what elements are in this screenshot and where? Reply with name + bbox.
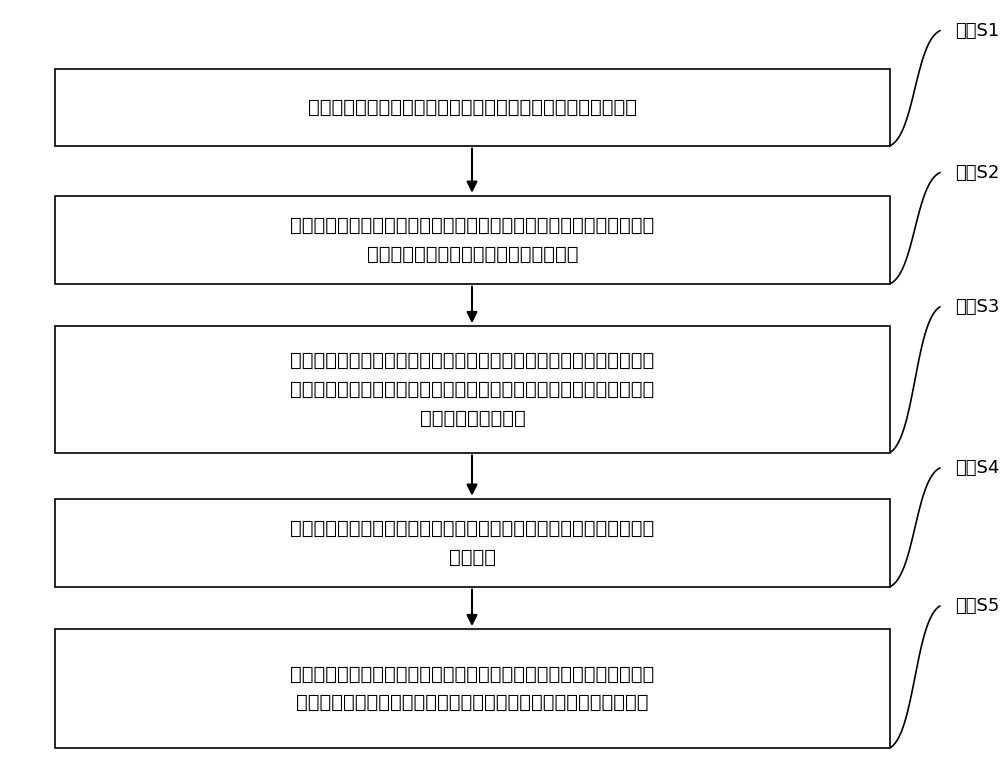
- Text: 利用划分每一种流动单元类型的统一标准，对整个缝洞型油藏区域划分
流动单元: 利用划分每一种流动单元类型的统一标准，对整个缝洞型油藏区域划分 流动单元: [290, 518, 655, 567]
- Bar: [55, 629, 890, 748]
- Text: 针对每一种流动单元类型，统计属于该流动单元类型的井下储集体的加
权平均孔隙度，并将统计结果确定为整个缝洞型油藏区域中划分该流动
单元类型的统一标准: 针对每一种流动单元类型，统计属于该流动单元类型的井下储集体的加 权平均孔隙度，并…: [290, 351, 655, 427]
- Text: 步骤S4: 步骤S4: [955, 459, 999, 477]
- Bar: [55, 499, 890, 587]
- Text: 根据每一种流动单元类型的流体流动规律，选取反映油井产能贡献的特
征参数，利用该特征参数对属于该流动单元类型的流动单元进行评价: 根据每一种流动单元类型的流体流动规律，选取反映油井产能贡献的特 征参数，利用该特…: [290, 664, 655, 713]
- Bar: [55, 326, 890, 453]
- Text: 根据所述赫斯特指数变化率以及缝洞型油藏井下储集体的存储特征，确
定井下储集体中划分流动单元类型的标准: 根据所述赫斯特指数变化率以及缝洞型油藏井下储集体的存储特征，确 定井下储集体中划…: [290, 216, 655, 264]
- Text: 步骤S3: 步骤S3: [955, 298, 999, 316]
- Bar: [55, 196, 890, 284]
- Text: 步骤S5: 步骤S5: [955, 597, 999, 615]
- Bar: [55, 69, 890, 146]
- Text: 步骤S1: 步骤S1: [955, 21, 999, 40]
- Text: 步骤S2: 步骤S2: [955, 163, 999, 182]
- Text: 基于分形理论，计算缝洞型油藏油井见水后的赫斯特指数变化率: 基于分形理论，计算缝洞型油藏油井见水后的赫斯特指数变化率: [308, 98, 637, 117]
